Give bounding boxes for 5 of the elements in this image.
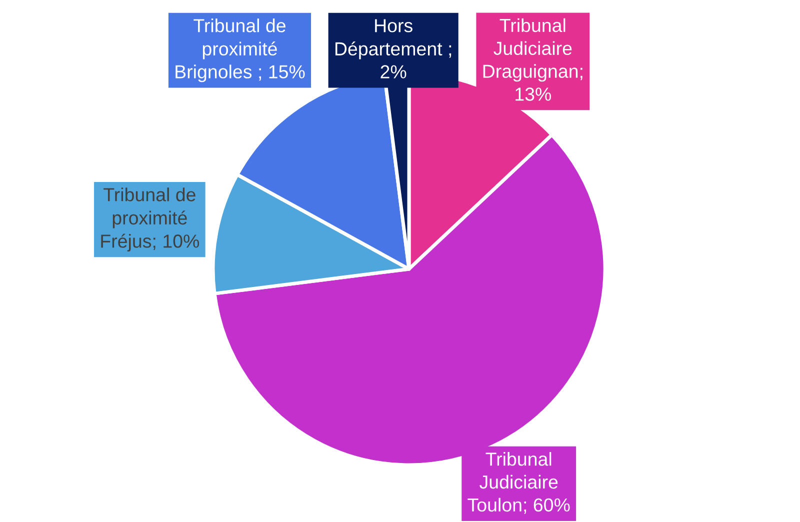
slice-label: Tribunal Judiciaire Draguignan; 13% bbox=[483, 18, 582, 101]
slice-label: Hors Département ; 2% bbox=[335, 19, 452, 78]
slice-label: Tribunal de proximité Fréjus; 10% bbox=[101, 188, 200, 252]
slice-label: Tribunal Judiciaire Toulon; 60% bbox=[468, 452, 570, 514]
slice-label: Tribunal de proximité Brignoles ; 15% bbox=[176, 18, 305, 82]
